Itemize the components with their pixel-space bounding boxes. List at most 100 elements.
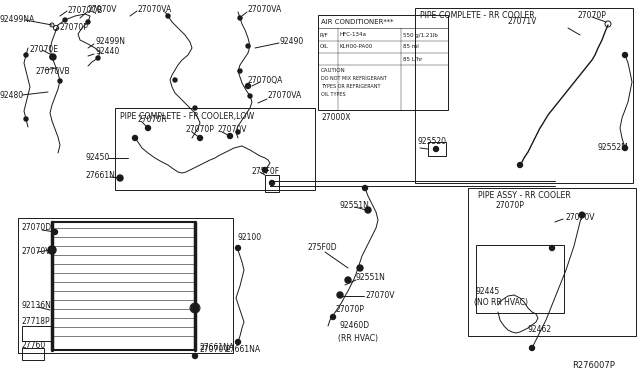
Text: 27070QA: 27070QA [248,76,284,84]
Text: 27070P: 27070P [60,23,89,32]
Text: 27661N: 27661N [86,170,116,180]
Text: 92462: 92462 [528,326,552,334]
Text: OIL TYPES: OIL TYPES [321,93,346,97]
Circle shape [238,16,242,20]
Circle shape [96,56,100,60]
Circle shape [269,180,275,186]
Text: 27070E: 27070E [30,45,59,55]
Circle shape [248,94,252,98]
Circle shape [337,292,343,298]
Circle shape [227,134,232,138]
Bar [22,348,44,360]
Circle shape [63,18,67,22]
Text: 27661NA: 27661NA [200,343,235,353]
Text: 27070VA: 27070VA [138,4,172,13]
Text: TYPES OR REFRIGERANT: TYPES OR REFRIGERANT [321,84,381,90]
Text: 27070V: 27070V [218,125,248,135]
Circle shape [362,186,367,190]
Text: PIPE ASSY - RR COOLER: PIPE ASSY - RR COOLER [478,192,571,201]
Text: 27070V: 27070V [22,247,51,257]
Text: 92445: 92445 [476,288,500,296]
Circle shape [145,125,150,131]
Circle shape [623,145,627,151]
Circle shape [86,20,90,24]
Text: 27070VA: 27070VA [248,6,282,15]
Circle shape [166,14,170,18]
Circle shape [48,246,56,254]
Circle shape [50,54,56,60]
Text: 92490: 92490 [280,38,304,46]
Text: 275F0D: 275F0D [308,244,338,253]
Text: 27070P: 27070P [578,10,607,19]
Text: 27070P: 27070P [335,305,364,314]
Circle shape [262,167,268,173]
Circle shape [191,304,199,312]
Text: AIR CONDITIONER***: AIR CONDITIONER*** [321,19,394,25]
Text: R/F: R/F [320,32,329,38]
Text: (RR HVAC): (RR HVAC) [338,334,378,343]
Circle shape [173,78,177,82]
Circle shape [330,314,335,320]
Text: 27718P: 27718P [22,317,51,327]
Text: 27070D: 27070D [22,224,52,232]
Text: PIPE COMPLETE - FR COOLER,LOW: PIPE COMPLETE - FR COOLER,LOW [120,112,254,121]
Bar [22,326,52,341]
Bar [468,188,636,336]
Text: 92136N: 92136N [22,301,52,310]
Circle shape [24,53,28,57]
Circle shape [518,163,522,167]
Text: 27070R: 27070R [138,115,168,125]
Bar [415,8,633,183]
Text: R276007P: R276007P [572,360,615,369]
Text: 92551N: 92551N [340,201,370,209]
Text: OIL: OIL [320,45,329,49]
Text: 92460D: 92460D [340,321,370,330]
Text: 85 ml: 85 ml [403,45,419,49]
Circle shape [52,230,58,234]
Text: 27070V: 27070V [365,291,394,299]
Text: 27070VB: 27070VB [35,67,70,77]
Text: 27760: 27760 [22,340,46,350]
Circle shape [24,117,28,121]
Text: 27071V: 27071V [508,17,538,26]
Text: 27000X: 27000X [321,113,351,122]
Circle shape [579,212,584,218]
Circle shape [345,277,351,283]
Text: 92552M: 92552M [598,144,628,153]
Bar [115,108,315,190]
Circle shape [132,135,138,141]
Circle shape [236,130,240,134]
Text: 27070P: 27070P [185,125,214,135]
Circle shape [365,207,371,213]
Text: CAUTION: CAUTION [321,67,346,73]
Circle shape [433,147,438,151]
Circle shape [193,353,198,359]
Text: 925520: 925520 [418,138,447,147]
Text: 27070V: 27070V [88,6,118,15]
Text: HFC-134a: HFC-134a [340,32,367,38]
Circle shape [246,83,250,89]
Text: 85 L/hr: 85 L/hr [403,57,422,61]
Circle shape [236,246,241,250]
Text: 27070V: 27070V [200,346,230,355]
Text: 92551N: 92551N [356,273,386,282]
Circle shape [623,52,627,58]
Circle shape [357,265,363,271]
Bar [318,15,448,110]
Text: 92450: 92450 [86,154,110,163]
Text: 92499N: 92499N [95,38,125,46]
Text: 275F0F: 275F0F [252,167,280,176]
Text: PIPE COMPLETE - RR COOLER: PIPE COMPLETE - RR COOLER [420,12,534,20]
Circle shape [529,346,534,350]
Text: KLH00-PA00: KLH00-PA00 [340,45,373,49]
Text: 27070P: 27070P [496,202,525,211]
Bar [476,245,564,313]
Text: 550 g/1.21lb: 550 g/1.21lb [403,32,438,38]
Bar [265,175,279,192]
Bar [428,142,446,156]
Circle shape [238,69,242,73]
Text: 27070VA: 27070VA [268,92,302,100]
Circle shape [550,246,554,250]
Circle shape [193,106,197,110]
Text: (NO RR HVAC): (NO RR HVAC) [474,298,528,307]
